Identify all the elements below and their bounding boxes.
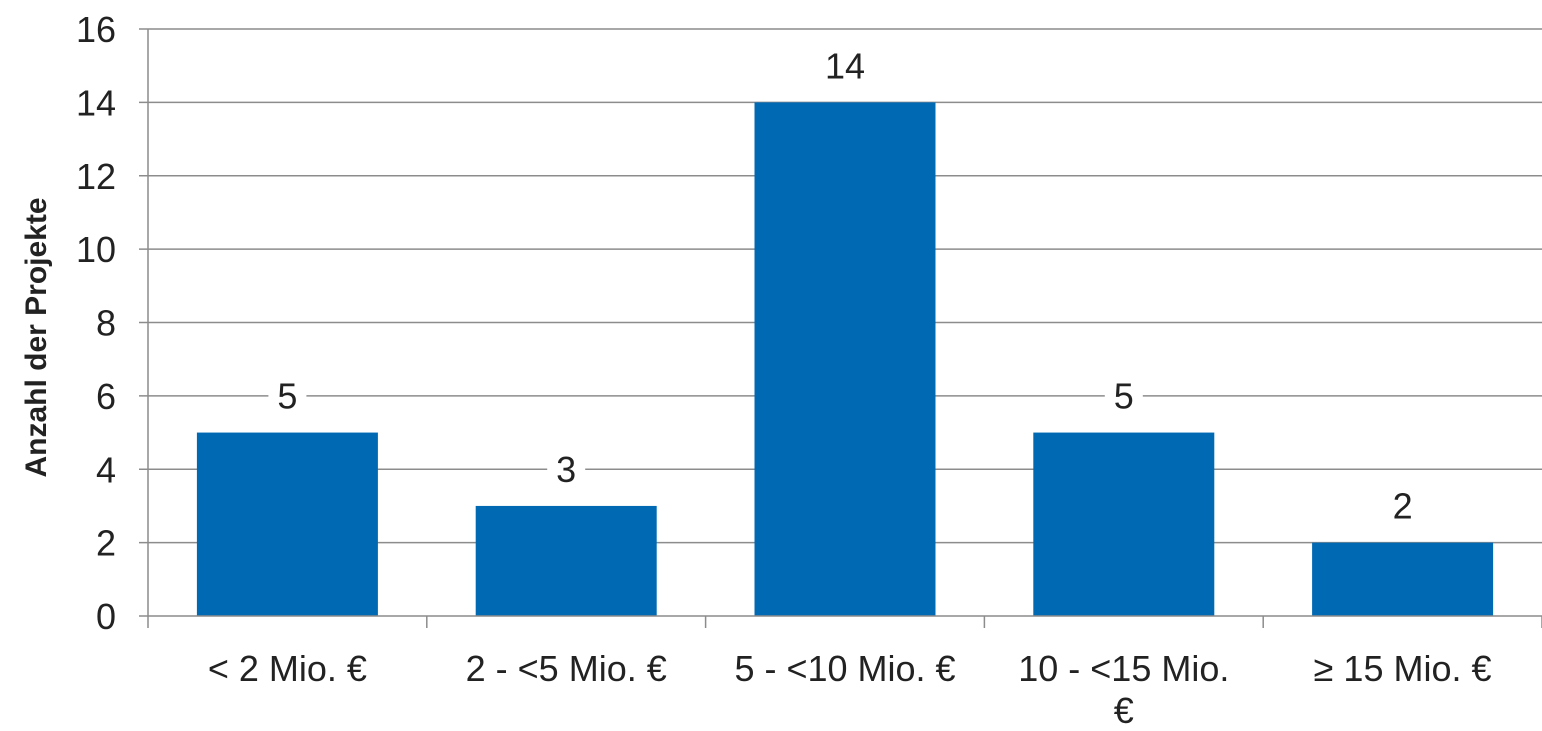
x-tick-label: 10 - <15 Mio. €	[1018, 648, 1229, 731]
y-tick-label: 0	[96, 596, 116, 637]
data-label: 5	[277, 376, 297, 417]
y-tick-label: 12	[76, 156, 116, 197]
y-axis-title: Anzahl der Projekte	[20, 197, 53, 477]
bar	[196, 432, 378, 616]
x-tick-label: 5 - <10 Mio. €	[734, 648, 955, 689]
bars	[196, 102, 1494, 616]
bar	[1312, 542, 1494, 616]
data-label: 2	[1393, 486, 1413, 527]
axes	[139, 28, 1542, 628]
data-labels: 5 3 14 5 2	[268, 45, 1422, 527]
bar	[754, 102, 936, 616]
data-label-bg	[1104, 376, 1143, 417]
data-label: 3	[556, 449, 576, 490]
y-tick-label: 6	[96, 376, 116, 417]
y-tick-label: 2	[96, 523, 116, 564]
y-tick-labels: 0 2 4 6 8 10 12 14 16	[76, 9, 116, 637]
y-tick-label: 10	[76, 229, 116, 270]
bar	[475, 505, 657, 616]
x-tick-label: ≥ 15 Mio. €	[1314, 648, 1492, 689]
data-label: 5	[1114, 376, 1134, 417]
data-label-bg	[547, 449, 586, 490]
data-label-bg	[1383, 486, 1422, 527]
y-tick-label: 16	[76, 9, 116, 50]
y-tick-label: 14	[76, 82, 116, 123]
y-tick-label: 8	[96, 303, 116, 344]
x-tick-label: 2 - <5 Mio. €	[466, 648, 667, 689]
data-label-bg	[268, 376, 307, 417]
x-tick-labels: < 2 Mio. € 2 - <5 Mio. € 5 - <10 Mio. € 10 …	[208, 648, 1492, 731]
bar	[1033, 432, 1215, 616]
data-label-bg	[815, 46, 875, 87]
y-tick-label: 4	[96, 449, 116, 490]
x-tick-label: < 2 Mio. €	[208, 648, 367, 689]
data-label: 14	[825, 45, 865, 86]
